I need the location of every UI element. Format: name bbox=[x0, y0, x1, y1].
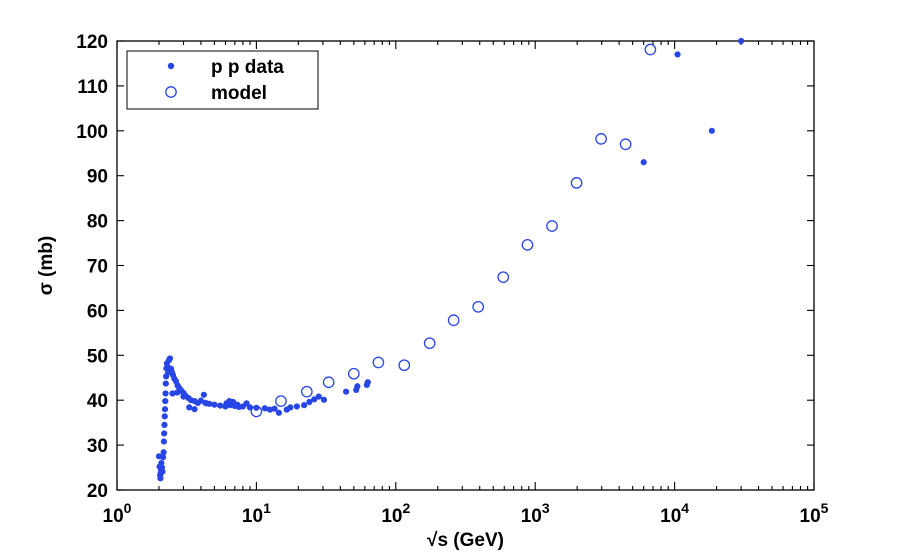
model-point bbox=[497, 271, 510, 284]
axis-ticks bbox=[116, 40, 815, 491]
data-point bbox=[166, 355, 174, 362]
y-tick-label: 20 bbox=[87, 481, 108, 502]
model-point bbox=[275, 395, 287, 407]
data-point bbox=[275, 409, 282, 416]
y-tick-label: 50 bbox=[87, 346, 108, 367]
model-point bbox=[372, 356, 385, 369]
data-point bbox=[217, 402, 224, 409]
data-point bbox=[161, 421, 168, 428]
model-point bbox=[300, 385, 313, 398]
model-point bbox=[322, 376, 335, 389]
data-point bbox=[160, 449, 167, 456]
y-tick-label: 90 bbox=[87, 167, 108, 188]
data-point bbox=[211, 401, 218, 408]
model-point bbox=[570, 177, 583, 189]
data-point bbox=[162, 380, 169, 387]
data-point bbox=[161, 430, 168, 437]
x-tick-label: 100 bbox=[103, 500, 132, 527]
y-tick-label: 70 bbox=[87, 257, 108, 278]
x-tick-label: 105 bbox=[800, 500, 829, 527]
y-tick-label: 80 bbox=[87, 212, 108, 233]
data-point bbox=[315, 393, 322, 400]
data-point bbox=[234, 401, 241, 408]
series-pp-data bbox=[155, 37, 745, 482]
data-point bbox=[203, 400, 210, 407]
data-point bbox=[293, 403, 300, 410]
y-tick-labels: 20 30 40 50 60 70 80 90 100 110 120 bbox=[76, 32, 108, 502]
data-point bbox=[161, 413, 168, 420]
data-point bbox=[159, 468, 166, 475]
model-point bbox=[521, 238, 534, 251]
data-point bbox=[301, 402, 308, 409]
data-points bbox=[155, 37, 745, 482]
legend-label-model: model bbox=[211, 83, 267, 104]
model-point bbox=[546, 220, 558, 232]
x-tick-label: 104 bbox=[660, 500, 689, 527]
data-point bbox=[162, 390, 169, 397]
x-tick-label: 102 bbox=[381, 500, 410, 527]
model-point bbox=[595, 133, 607, 145]
y-tick-label: 60 bbox=[87, 301, 108, 322]
x-tick-label: 103 bbox=[521, 500, 550, 527]
series-model bbox=[250, 43, 657, 418]
model-point bbox=[250, 405, 263, 418]
data-point bbox=[738, 37, 745, 45]
y-tick-label: 40 bbox=[87, 391, 108, 412]
data-point bbox=[342, 388, 350, 395]
data-point bbox=[243, 400, 250, 407]
legend-box bbox=[126, 50, 319, 110]
data-point bbox=[674, 51, 681, 58]
model-point bbox=[347, 367, 360, 380]
data-point bbox=[162, 397, 169, 405]
data-point bbox=[287, 404, 294, 411]
data-point bbox=[160, 438, 168, 445]
data-point bbox=[261, 405, 268, 412]
y-tick-label: 30 bbox=[87, 436, 108, 457]
y-tick-label: 120 bbox=[76, 32, 108, 53]
legend-marker-data bbox=[167, 62, 175, 70]
data-point bbox=[191, 406, 198, 413]
data-point bbox=[640, 159, 647, 166]
y-tick-label: 110 bbox=[77, 77, 108, 98]
data-point bbox=[708, 127, 715, 134]
data-point bbox=[266, 406, 274, 413]
model-point bbox=[644, 43, 657, 56]
data-point bbox=[159, 454, 167, 461]
data-point bbox=[311, 396, 318, 403]
data-point bbox=[354, 383, 361, 390]
model-point bbox=[619, 138, 632, 151]
legend: p p data model bbox=[126, 50, 319, 110]
model-point bbox=[472, 300, 485, 313]
data-point bbox=[186, 404, 193, 411]
data-point bbox=[174, 389, 181, 396]
data-point bbox=[180, 393, 187, 400]
model-point bbox=[423, 337, 436, 350]
model-point bbox=[447, 314, 460, 327]
data-point bbox=[364, 379, 371, 386]
y-tick-label: 100 bbox=[76, 122, 108, 143]
model-point bbox=[398, 359, 411, 372]
data-point bbox=[157, 475, 164, 482]
data-point bbox=[169, 390, 176, 397]
legend-marker-model bbox=[165, 86, 177, 98]
x-tick-label: 101 bbox=[242, 500, 271, 527]
data-point bbox=[271, 405, 278, 412]
data-point bbox=[200, 391, 207, 398]
legend-label-data: p p data bbox=[211, 57, 284, 78]
data-point bbox=[306, 398, 313, 406]
data-point bbox=[320, 396, 328, 403]
x-axis-label: √s (GeV) bbox=[427, 530, 504, 551]
y-axis-label: σ (mb) bbox=[36, 236, 57, 295]
x-tick-labels: 100 101 102 103 104 105 bbox=[103, 500, 829, 527]
data-point bbox=[161, 406, 169, 413]
